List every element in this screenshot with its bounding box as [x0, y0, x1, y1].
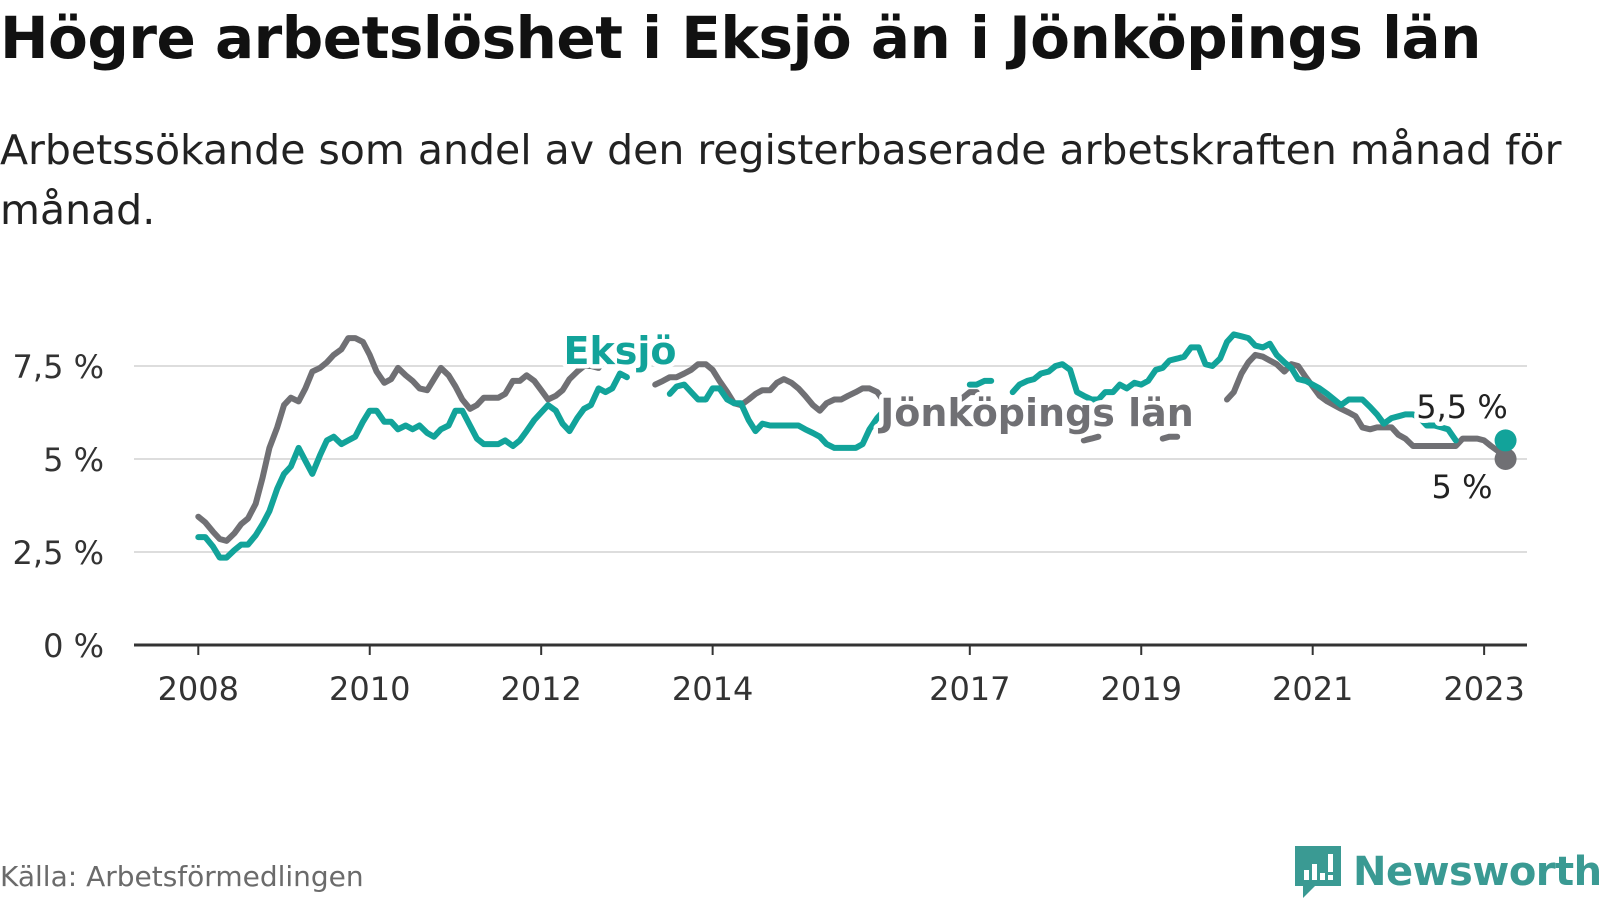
- y-tick-label: 5 %: [43, 441, 104, 479]
- series-line-jonkopings-lan: [1159, 433, 1181, 442]
- end-value-label-eksjo: 5,5 %: [1416, 388, 1507, 426]
- x-tick-label: 2021: [1272, 670, 1353, 708]
- x-tick-label: 2010: [329, 670, 410, 708]
- x-tick-label: 2017: [929, 670, 1010, 708]
- x-tick-label: 2012: [500, 670, 581, 708]
- series-line-eksjo: [195, 370, 630, 561]
- series-line-jonkopings-lan: [195, 335, 602, 544]
- chart-subtitle: Arbetssökande som andel av den registerb…: [0, 126, 1562, 234]
- series-line-jonkopings-lan: [945, 389, 980, 414]
- series-label-eksjo: Eksjö: [564, 329, 677, 373]
- newsworthy-logo-icon: [1295, 846, 1341, 898]
- chart-title: Högre arbetslöshet i Eksjö än i Jönköpin…: [0, 4, 1481, 72]
- series-line-eksjo: [666, 381, 902, 451]
- brand-name: Newsworthy: [1353, 849, 1600, 895]
- end-marker-jonkopings-lan: [1494, 448, 1517, 471]
- series-line-jonkopings-lan: [1080, 433, 1102, 444]
- x-tick-label: 2023: [1443, 670, 1524, 708]
- source-note: Källa: Arbetsförmedlingen: [0, 860, 364, 893]
- x-tick-label: 2008: [158, 670, 239, 708]
- y-tick-label: 0 %: [43, 627, 104, 665]
- y-tick-label: 2,5 %: [13, 534, 104, 572]
- brand-logo[interactable]: Newsworthy: [1293, 842, 1600, 902]
- x-tick-label: 2014: [672, 670, 753, 708]
- series-label-jonkopings-lan: Jönköpings län: [877, 391, 1194, 435]
- x-tick-label: 2019: [1101, 670, 1182, 708]
- series-line-eksjo: [966, 377, 995, 388]
- series-line-eksjo: [1009, 331, 1459, 444]
- end-value-label-jonkopings-lan: 5 %: [1432, 468, 1493, 506]
- end-marker-eksjo: [1494, 429, 1517, 452]
- y-tick-label: 7,5 %: [13, 348, 104, 386]
- series-line-jonkopings-lan: [652, 361, 909, 425]
- series-line-jonkopings-lan: [1224, 351, 1509, 462]
